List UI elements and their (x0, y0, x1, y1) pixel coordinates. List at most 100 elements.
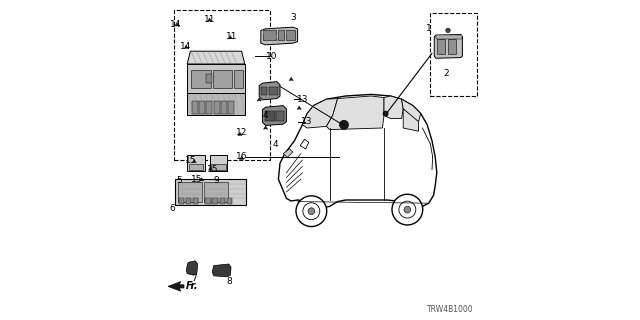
Text: 4: 4 (273, 140, 278, 148)
Bar (276, 111, 284, 121)
Text: 14: 14 (170, 20, 182, 28)
Bar (212, 198, 218, 204)
Polygon shape (402, 99, 421, 122)
Bar (436, 35, 462, 39)
Bar (212, 70, 232, 88)
Polygon shape (175, 23, 180, 26)
Text: 14: 14 (180, 42, 191, 51)
Polygon shape (238, 132, 242, 136)
Polygon shape (200, 178, 204, 181)
Circle shape (445, 28, 451, 33)
Bar (221, 101, 227, 114)
Bar (174, 10, 270, 160)
Text: 13: 13 (301, 117, 313, 126)
Text: 15: 15 (207, 165, 218, 174)
Text: 15: 15 (191, 175, 202, 184)
Bar (179, 198, 184, 204)
Bar (285, 30, 296, 40)
Text: 9: 9 (213, 176, 219, 185)
Polygon shape (168, 282, 184, 291)
Polygon shape (435, 35, 462, 58)
Bar (175, 179, 246, 205)
Circle shape (404, 206, 411, 213)
Polygon shape (264, 126, 268, 129)
Bar (211, 164, 226, 170)
Circle shape (296, 196, 327, 227)
Text: 8: 8 (226, 277, 232, 286)
Bar (210, 155, 227, 171)
Text: 15: 15 (185, 156, 196, 164)
Circle shape (308, 208, 315, 215)
Text: 16: 16 (236, 152, 247, 161)
Polygon shape (187, 93, 245, 115)
Bar (206, 101, 212, 114)
Bar (178, 182, 202, 202)
Polygon shape (297, 106, 301, 109)
Text: 12: 12 (236, 128, 247, 137)
Polygon shape (278, 94, 437, 208)
Text: TRW4B1000: TRW4B1000 (427, 305, 474, 314)
Bar (227, 198, 232, 204)
Bar (186, 198, 191, 204)
Bar (187, 155, 205, 171)
Text: 11: 11 (227, 32, 237, 41)
Text: 3: 3 (290, 13, 296, 22)
Bar (205, 198, 211, 204)
Bar (265, 111, 275, 121)
Circle shape (303, 203, 320, 220)
Polygon shape (187, 51, 245, 64)
Polygon shape (283, 149, 292, 157)
Circle shape (399, 201, 416, 218)
Text: 1: 1 (426, 24, 431, 33)
Bar (263, 30, 276, 40)
Polygon shape (192, 160, 196, 163)
Bar (192, 101, 198, 114)
Polygon shape (257, 98, 261, 101)
Bar (220, 198, 225, 204)
Bar (189, 164, 204, 170)
Text: 2: 2 (444, 69, 449, 78)
Polygon shape (212, 264, 231, 277)
Text: 6: 6 (170, 204, 175, 212)
Polygon shape (261, 27, 298, 45)
Polygon shape (187, 64, 245, 93)
Polygon shape (228, 36, 232, 39)
Bar (278, 30, 284, 40)
Bar (206, 74, 212, 83)
Bar (204, 182, 228, 202)
Polygon shape (259, 82, 280, 100)
Text: 7: 7 (191, 274, 196, 283)
Polygon shape (289, 77, 293, 81)
Bar (234, 70, 243, 88)
Text: 11: 11 (204, 15, 215, 24)
Text: 5: 5 (177, 176, 182, 185)
Bar (214, 101, 220, 114)
Polygon shape (239, 156, 244, 160)
Circle shape (392, 194, 423, 225)
Polygon shape (326, 96, 384, 130)
Polygon shape (209, 167, 212, 170)
Bar (261, 87, 268, 95)
Polygon shape (300, 139, 309, 149)
Text: 10: 10 (266, 52, 277, 60)
Polygon shape (302, 99, 338, 128)
Bar (448, 39, 456, 54)
Polygon shape (184, 45, 188, 49)
Bar (269, 87, 278, 95)
Polygon shape (207, 18, 212, 21)
Polygon shape (262, 106, 287, 125)
Bar (430, 13, 477, 96)
Text: Fr.: Fr. (186, 281, 198, 292)
Text: 13: 13 (298, 95, 308, 104)
Polygon shape (186, 261, 198, 275)
Bar (199, 101, 205, 114)
Circle shape (339, 120, 349, 129)
Polygon shape (403, 109, 419, 131)
Bar (191, 70, 211, 88)
Circle shape (383, 111, 388, 116)
Text: 4: 4 (263, 111, 268, 120)
Bar (437, 39, 445, 54)
Bar (228, 101, 234, 114)
Bar (193, 198, 198, 204)
Polygon shape (384, 96, 403, 118)
